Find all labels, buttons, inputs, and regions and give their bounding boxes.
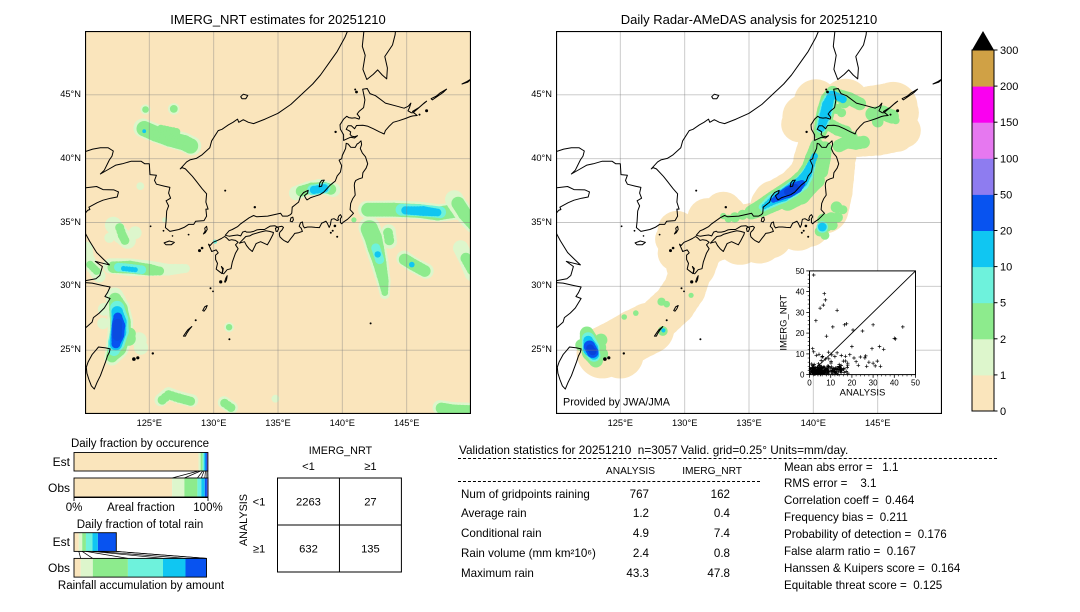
svg-text:50: 50 [1000,189,1012,201]
svg-text:30: 30 [796,308,805,317]
svg-text:ANALYSIS: ANALYSIS [238,494,250,546]
svg-text:ANALYSIS: ANALYSIS [840,388,886,399]
svg-text:Obs: Obs [48,481,70,495]
svg-text:Rainfall accumulation by amoun: Rainfall accumulation by amount [58,580,225,592]
svg-text:300: 300 [1000,45,1018,57]
svg-text:≥1: ≥1 [364,461,376,473]
svg-text:50: 50 [796,267,805,276]
svg-text:135: 135 [361,544,380,556]
svg-text:<1: <1 [302,461,315,473]
svg-text:Est: Est [53,455,71,469]
svg-text:30: 30 [869,379,878,388]
svg-text:0%: 0% [66,502,83,514]
svg-text:100: 100 [1000,153,1018,165]
svg-text:200: 200 [1000,81,1018,93]
svg-text:2: 2 [1000,334,1006,346]
svg-text:50: 50 [911,379,920,388]
svg-text:10: 10 [1000,262,1012,274]
svg-text:2263: 2263 [296,497,321,509]
svg-text:Obs: Obs [48,561,70,575]
svg-text:100%: 100% [193,502,222,514]
svg-text:Areal fraction: Areal fraction [107,502,175,514]
svg-text:Est: Est [53,535,71,549]
svg-text:Daily fraction by occurence: Daily fraction by occurence [71,438,209,450]
svg-text:1: 1 [1000,370,1006,382]
svg-text:Provided by JWA/JMA: Provided by JWA/JMA [563,397,671,409]
svg-text:≥1: ≥1 [253,544,265,556]
svg-text:IMERG_NRT: IMERG_NRT [779,295,790,351]
svg-text:632: 632 [299,544,318,556]
svg-text:<1: <1 [253,497,266,509]
svg-text:150: 150 [1000,117,1018,129]
svg-text:Daily fraction of total rain: Daily fraction of total rain [77,519,204,531]
svg-text:5: 5 [1000,298,1006,310]
svg-text:20: 20 [847,379,856,388]
svg-text:20: 20 [1000,226,1012,238]
svg-text:0: 0 [1000,406,1006,418]
svg-text:40: 40 [796,288,805,297]
svg-text:IMERG_NRT: IMERG_NRT [309,445,373,457]
svg-text:10: 10 [796,350,805,359]
svg-text:0: 0 [807,379,812,388]
svg-text:20: 20 [796,329,805,338]
svg-text:27: 27 [364,497,376,509]
svg-text:10: 10 [826,379,835,388]
svg-text:0: 0 [800,371,805,380]
svg-text:40: 40 [890,379,899,388]
